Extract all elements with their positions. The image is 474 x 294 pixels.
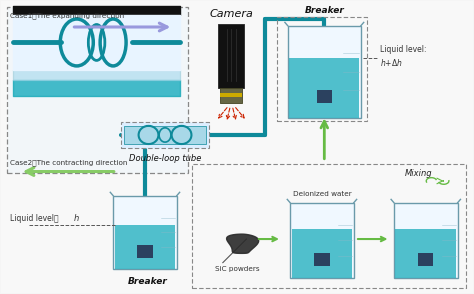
FancyBboxPatch shape (7, 7, 188, 173)
Text: $h$: $h$ (73, 211, 80, 223)
Text: Breaker: Breaker (304, 6, 344, 15)
Polygon shape (289, 58, 359, 118)
FancyBboxPatch shape (121, 122, 209, 148)
Polygon shape (115, 225, 175, 269)
Text: Camera: Camera (210, 9, 253, 19)
FancyBboxPatch shape (13, 6, 181, 96)
FancyBboxPatch shape (220, 88, 242, 103)
Text: Mixing: Mixing (405, 169, 432, 178)
Text: Case2：The contracting direction: Case2：The contracting direction (10, 159, 128, 166)
Polygon shape (227, 234, 259, 253)
FancyBboxPatch shape (220, 93, 242, 97)
Text: Case1：The expanding direction: Case1：The expanding direction (10, 12, 125, 19)
FancyBboxPatch shape (317, 90, 332, 103)
Text: $h$+$\Delta h$: $h$+$\Delta h$ (380, 57, 402, 68)
Polygon shape (113, 196, 177, 269)
Text: Deionized water: Deionized water (292, 191, 351, 197)
FancyBboxPatch shape (124, 126, 206, 144)
FancyBboxPatch shape (418, 253, 433, 266)
Polygon shape (288, 26, 361, 118)
Text: Double-loop tube: Double-loop tube (129, 153, 201, 163)
Polygon shape (395, 229, 456, 278)
FancyBboxPatch shape (314, 253, 329, 266)
Polygon shape (290, 203, 354, 278)
Polygon shape (292, 229, 352, 278)
Text: Liquid level：: Liquid level： (10, 213, 64, 223)
Polygon shape (394, 203, 457, 278)
FancyBboxPatch shape (219, 24, 244, 88)
Text: Breaker: Breaker (128, 277, 167, 286)
Text: SiC powders: SiC powders (215, 266, 259, 273)
Text: Liquid level:: Liquid level: (380, 45, 426, 54)
FancyBboxPatch shape (137, 245, 153, 258)
